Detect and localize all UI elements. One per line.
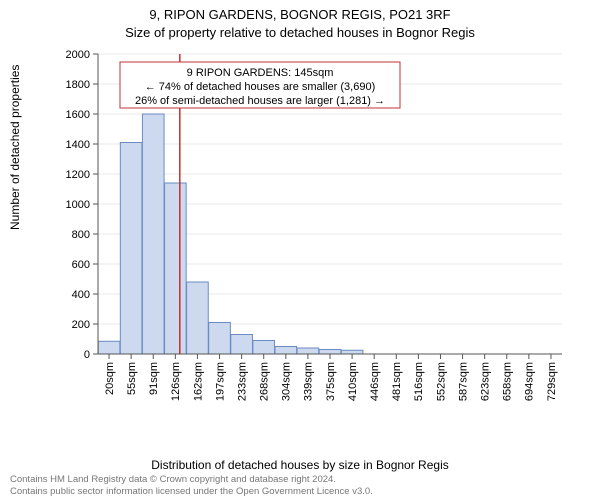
svg-text:304sqm: 304sqm (281, 362, 293, 401)
svg-text:2000: 2000 (66, 49, 90, 61)
svg-text:20sqm: 20sqm (104, 362, 116, 395)
footer-attribution: Contains HM Land Registry data © Crown c… (10, 474, 590, 498)
chart-title-block: 9, RIPON GARDENS, BOGNOR REGIS, PO21 3RF… (0, 0, 600, 41)
svg-text:← 74% of detached houses are s: ← 74% of detached houses are smaller (3,… (145, 81, 376, 93)
svg-text:26% of semi-detached houses ar: 26% of semi-detached houses are larger (… (135, 95, 385, 107)
svg-text:1200: 1200 (66, 169, 90, 181)
svg-text:91sqm: 91sqm (148, 362, 160, 395)
svg-text:55sqm: 55sqm (126, 362, 138, 395)
svg-text:9 RIPON GARDENS: 145sqm: 9 RIPON GARDENS: 145sqm (187, 67, 334, 79)
svg-text:694sqm: 694sqm (524, 362, 536, 401)
svg-text:1000: 1000 (66, 199, 90, 211)
svg-text:729sqm: 729sqm (546, 362, 558, 401)
footer-line-1: Contains HM Land Registry data © Crown c… (10, 474, 590, 486)
x-axis-label: Distribution of detached houses by size … (0, 458, 600, 472)
svg-text:446sqm: 446sqm (369, 362, 381, 401)
svg-text:800: 800 (72, 229, 90, 241)
chart-title-main: 9, RIPON GARDENS, BOGNOR REGIS, PO21 3RF (0, 6, 600, 24)
svg-text:400: 400 (72, 289, 90, 301)
chart-title-sub: Size of property relative to detached ho… (0, 24, 600, 42)
y-axis-label: Number of detached properties (8, 65, 22, 230)
svg-text:0: 0 (84, 349, 90, 361)
svg-text:126sqm: 126sqm (170, 362, 182, 401)
svg-text:1800: 1800 (66, 79, 90, 91)
svg-text:658sqm: 658sqm (502, 362, 514, 401)
svg-text:197sqm: 197sqm (214, 362, 226, 401)
histogram-svg: 0 200 400 600 800 1000 1200 1400 1600 1800 2000 20s… (60, 48, 570, 418)
svg-text:233sqm: 233sqm (236, 362, 248, 401)
svg-text:200: 200 (72, 319, 90, 331)
chart-area: 0 200 400 600 800 1000 1200 1400 1600 1800 2000 20s… (60, 48, 570, 418)
svg-text:600: 600 (72, 259, 90, 271)
svg-text:339sqm: 339sqm (303, 362, 315, 401)
svg-text:552sqm: 552sqm (435, 362, 447, 401)
svg-text:375sqm: 375sqm (325, 362, 337, 401)
svg-text:410sqm: 410sqm (347, 362, 359, 401)
svg-text:587sqm: 587sqm (457, 362, 469, 401)
svg-text:162sqm: 162sqm (192, 362, 204, 401)
svg-text:268sqm: 268sqm (259, 362, 271, 401)
svg-text:623sqm: 623sqm (480, 362, 492, 401)
svg-text:1400: 1400 (66, 139, 90, 151)
footer-line-2: Contains public sector information licen… (10, 486, 590, 498)
svg-text:481sqm: 481sqm (391, 362, 403, 401)
svg-text:516sqm: 516sqm (413, 362, 425, 401)
svg-text:1600: 1600 (66, 109, 90, 121)
